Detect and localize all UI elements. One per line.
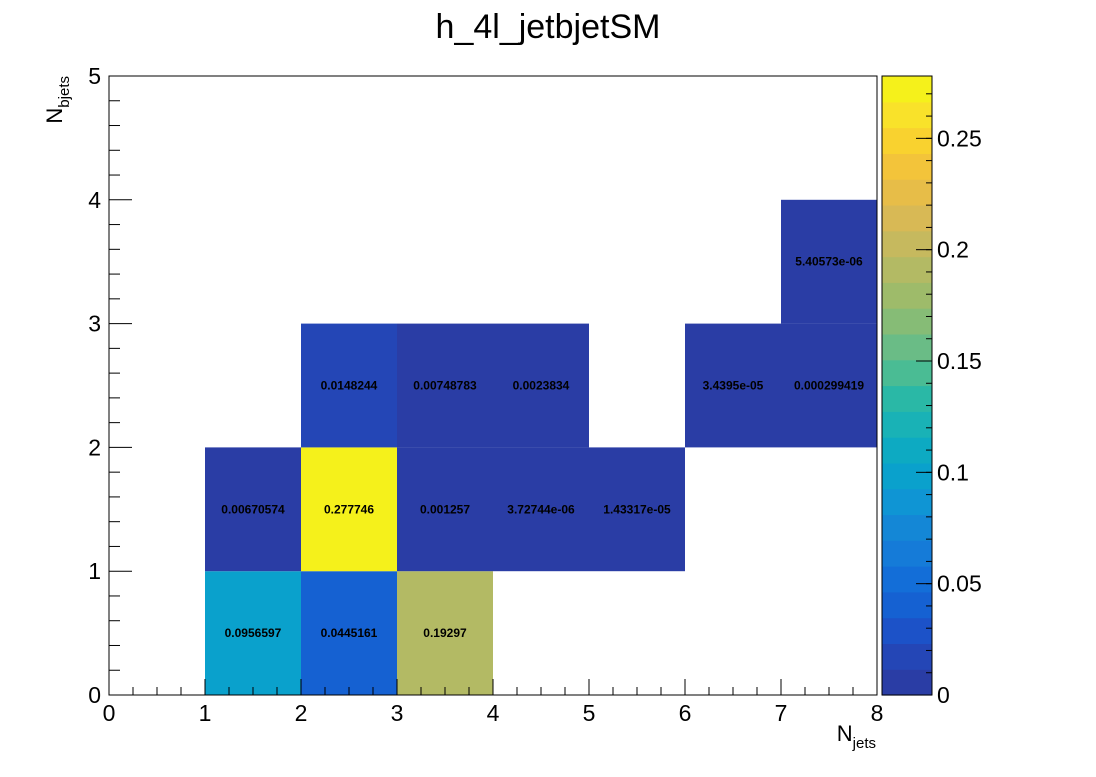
y-tick-label: 2 xyxy=(88,434,101,460)
colorbar-segment xyxy=(882,643,932,670)
colorbar-segment xyxy=(882,488,932,516)
y-tick-label: 3 xyxy=(88,311,101,337)
colorbar-segment xyxy=(882,462,932,490)
colorbar-segment xyxy=(882,566,932,593)
y-axis-label: Nbjets xyxy=(42,76,73,124)
heatmap-cell xyxy=(493,447,589,572)
cell-value-label: 3.72744e-06 xyxy=(507,502,575,516)
colorbar-tick-label: 0.2 xyxy=(937,237,969,263)
colorbar-tick-label: 0.25 xyxy=(937,125,982,151)
cell-value-label: 1.43317e-05 xyxy=(603,502,671,516)
cell-value-label: 0.19297 xyxy=(423,626,467,640)
colorbar-segment xyxy=(882,127,932,154)
colorbar-segment xyxy=(882,282,932,309)
colorbar-frame xyxy=(881,75,933,696)
colorbar-segment xyxy=(882,617,932,645)
cell-value-label: 0.0956597 xyxy=(225,626,282,640)
chart-title: h_4l_jetbjetSM xyxy=(435,8,661,46)
heatmap-cell xyxy=(397,571,493,695)
colorbar-tick-label: 0 xyxy=(937,682,950,708)
cell-value-label: 0.00670574 xyxy=(221,502,285,516)
cell-value-label: 0.000299419 xyxy=(794,379,864,393)
heatmap-cell xyxy=(301,323,397,448)
colorbar-segment xyxy=(882,76,932,103)
colorbar-segment xyxy=(882,540,932,567)
cell-value-label: 0.277746 xyxy=(324,502,374,516)
heatmap-cell xyxy=(301,447,397,572)
colorbar-tick-label: 0.1 xyxy=(937,459,969,485)
y-tick-label: 5 xyxy=(88,63,101,89)
colorbar-segment xyxy=(882,669,932,696)
colorbar-tick-label: 0.05 xyxy=(937,571,982,597)
x-axis-label: Njets xyxy=(837,721,876,752)
y-tick-label: 1 xyxy=(88,558,101,584)
colorbar-segment xyxy=(882,359,932,387)
heatmap-cell xyxy=(205,447,301,572)
colorbar-segment xyxy=(882,256,932,283)
x-tick-label: 8 xyxy=(871,700,884,726)
heatmap-cell xyxy=(781,323,877,448)
cell-value-label: 0.001257 xyxy=(420,502,470,516)
heatmap-cell xyxy=(685,323,781,448)
colorbar-segment xyxy=(882,230,932,258)
colorbar-segment xyxy=(882,385,932,412)
x-tick-label: 3 xyxy=(391,700,404,726)
colorbar-segment xyxy=(882,333,932,361)
heatmap-cell xyxy=(301,571,397,695)
heatmap-cell xyxy=(397,447,493,572)
heatmap-cell xyxy=(493,323,589,448)
x-tick-label: 2 xyxy=(295,700,308,726)
cell-value-label: 5.40573e-06 xyxy=(795,255,863,269)
y-tick-label: 0 xyxy=(88,682,101,708)
heatmap-cell xyxy=(589,447,685,572)
colorbar-tick-label: 0.15 xyxy=(937,348,982,374)
cell-value-label: 0.00748783 xyxy=(413,379,477,393)
heatmap-cell xyxy=(781,199,877,324)
cell-value-label: 0.0445161 xyxy=(321,626,378,640)
colorbar-segment xyxy=(882,153,932,180)
colorbar-segment xyxy=(882,308,932,335)
colorbar-segment xyxy=(882,101,932,129)
heatmap-cell xyxy=(205,571,301,695)
x-tick-label: 0 xyxy=(103,700,116,726)
colorbar-segment xyxy=(882,514,932,541)
x-tick-label: 7 xyxy=(775,700,788,726)
colorbar-segment xyxy=(882,437,932,464)
colorbar-segment xyxy=(882,204,932,232)
cell-value-label: 0.0023834 xyxy=(513,379,570,393)
x-tick-label: 5 xyxy=(583,700,596,726)
y-tick-label: 4 xyxy=(88,187,101,213)
cell-value-label: 0.0148244 xyxy=(321,379,378,393)
colorbar-segment xyxy=(882,179,932,206)
heatmap-cell xyxy=(397,323,493,448)
cell-value-label: 3.4395e-05 xyxy=(703,379,764,393)
x-tick-label: 4 xyxy=(487,700,500,726)
colorbar-segment xyxy=(882,591,932,619)
colorbar-segment xyxy=(882,411,932,438)
x-tick-label: 6 xyxy=(679,700,692,726)
x-tick-label: 1 xyxy=(199,700,212,726)
